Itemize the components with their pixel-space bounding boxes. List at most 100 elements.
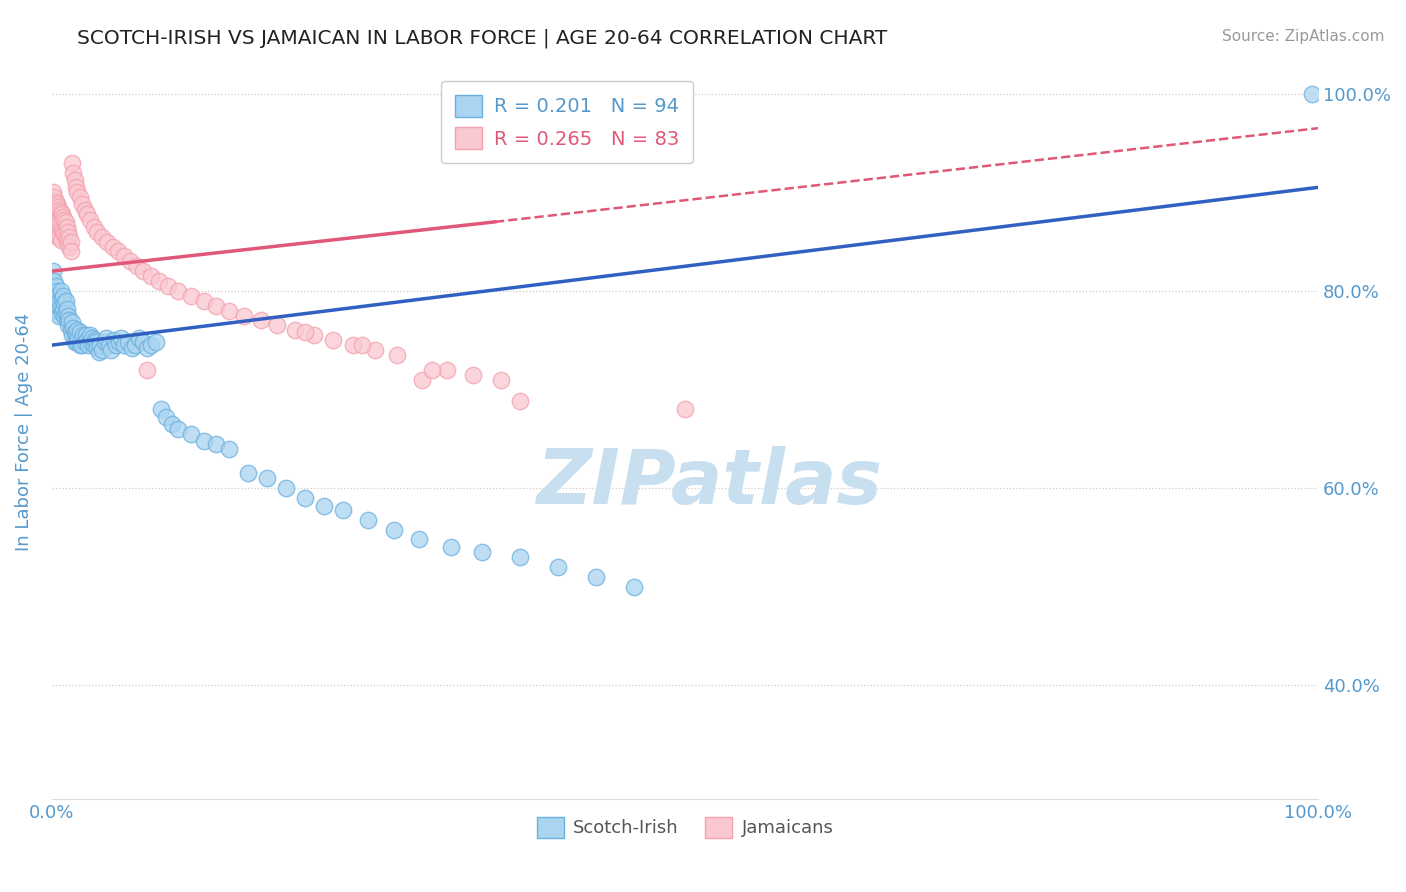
Point (363, 343, 385, 357)
Point (53, 213, 76, 227)
Point (58, 318, 80, 333)
Point (52, 225, 75, 239)
Point (312, 499, 335, 513)
Point (45, 213, 67, 227)
Point (67, 331, 90, 345)
Point (96, 331, 118, 345)
Point (56, 301, 79, 316)
Point (125, 259, 148, 273)
Point (51, 305, 73, 319)
Point (42, 186, 65, 200)
Point (48, 293, 70, 308)
Point (73, 202, 96, 217)
Point (49, 219, 72, 234)
Point (59, 244, 82, 259)
Point (49, 284, 72, 298)
Point (52, 210, 75, 224)
Point (76, 333, 98, 347)
Point (294, 491, 316, 505)
Point (70, 197, 93, 211)
Point (108, 335, 131, 350)
Point (55, 293, 77, 308)
Point (42, 223, 65, 237)
Point (149, 402, 172, 417)
Point (342, 338, 364, 352)
Point (63, 335, 86, 350)
Point (436, 363, 458, 377)
Point (89, 338, 111, 352)
Point (91, 229, 114, 244)
Point (55, 229, 77, 244)
Point (77, 338, 100, 352)
Point (218, 303, 240, 318)
Point (1301, 87, 1323, 101)
Point (673, 402, 696, 417)
Point (44, 227, 66, 241)
Point (96, 235, 118, 249)
Point (69, 190, 91, 204)
Point (59, 235, 82, 249)
Point (463, 368, 485, 382)
Point (103, 333, 125, 347)
Point (58, 236, 80, 251)
Point (86, 341, 108, 355)
Point (51, 207, 73, 221)
Point (72, 328, 94, 343)
Point (73, 335, 96, 350)
Point (84, 335, 107, 350)
Point (120, 254, 142, 268)
Point (83, 333, 105, 347)
Point (52, 289, 75, 303)
Point (51, 292, 73, 306)
Point (45, 284, 67, 298)
Point (56, 313, 79, 327)
Point (256, 471, 278, 485)
Point (128, 331, 150, 345)
Point (302, 328, 325, 343)
Point (55, 305, 77, 319)
Point (48, 217, 70, 231)
Point (180, 289, 202, 303)
Point (76, 207, 98, 221)
Point (236, 467, 259, 481)
Point (357, 513, 380, 527)
Point (63, 326, 86, 340)
Point (70, 338, 93, 352)
Point (46, 215, 69, 229)
Point (193, 293, 215, 308)
Point (135, 341, 157, 355)
Point (411, 373, 433, 387)
Point (44, 190, 66, 204)
Point (585, 570, 607, 584)
Point (332, 503, 354, 517)
Point (58, 239, 80, 253)
Point (69, 326, 91, 340)
Point (266, 318, 288, 333)
Point (420, 363, 443, 377)
Point (49, 299, 72, 313)
Point (44, 289, 66, 303)
Point (132, 335, 155, 350)
Point (58, 309, 80, 323)
Point (45, 195, 67, 210)
Point (45, 227, 67, 241)
Point (59, 323, 82, 337)
Point (112, 338, 135, 352)
Point (46, 200, 69, 214)
Point (167, 284, 190, 298)
Point (66, 335, 89, 350)
Point (193, 434, 215, 448)
Point (408, 533, 430, 547)
Text: Source: ZipAtlas.com: Source: ZipAtlas.com (1222, 29, 1385, 44)
Point (274, 481, 297, 495)
Point (45, 207, 67, 221)
Point (48, 309, 70, 323)
Point (53, 227, 76, 241)
Point (48, 202, 70, 217)
Point (148, 274, 170, 288)
Point (94, 335, 117, 350)
Point (79, 213, 101, 227)
Point (66, 323, 89, 337)
Text: ZIPatlas: ZIPatlas (537, 446, 883, 520)
Point (155, 410, 177, 425)
